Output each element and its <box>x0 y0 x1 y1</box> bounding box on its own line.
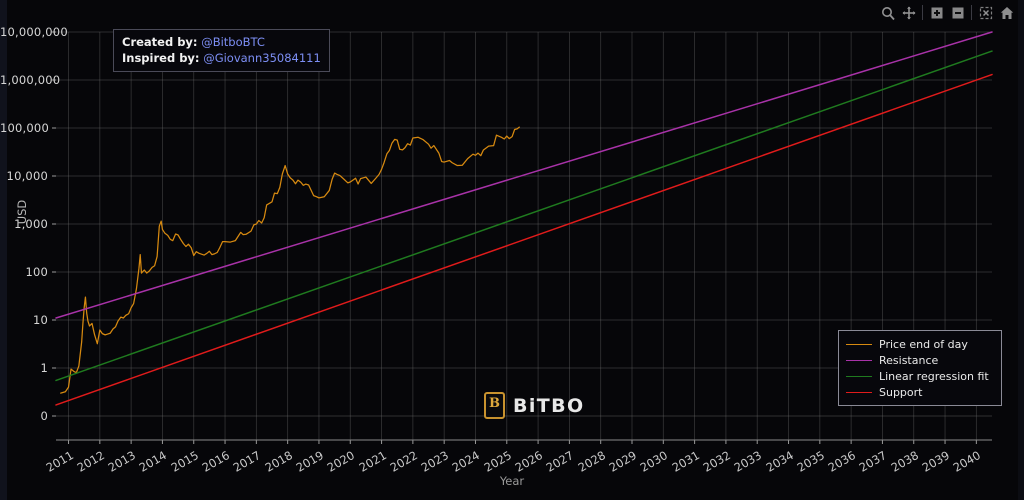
bitbo-watermark: BiTBO <box>484 392 585 419</box>
zoom-out-icon[interactable] <box>948 3 967 22</box>
legend-color-swatch <box>846 343 872 345</box>
credit-created-handle[interactable]: @BitboBTC <box>201 35 265 49</box>
y-tick-label: 1,000 <box>14 217 48 231</box>
legend-item[interactable]: Price end of day <box>846 336 994 352</box>
zoom-magnifier-icon[interactable] <box>878 3 897 22</box>
right-edge-strip <box>1018 0 1024 500</box>
left-edge-strip <box>0 0 7 500</box>
toolbar-separator <box>971 5 972 20</box>
x-axis-title: Year <box>499 474 525 488</box>
y-tick-label: 100 <box>25 265 48 279</box>
y-tick-label: 10,000,000 <box>0 25 68 39</box>
y-tick-label: 10,000 <box>6 169 48 183</box>
y-tick-label: 100,000 <box>0 121 49 135</box>
credit-inspired-row: Inspired by: @Giovann35084111 <box>122 50 321 66</box>
legend-color-swatch <box>846 375 872 377</box>
legend-label: Resistance <box>879 353 939 367</box>
data-series <box>55 31 993 406</box>
zoom-in-icon[interactable] <box>927 3 946 22</box>
legend-label: Price end of day <box>879 337 968 351</box>
y-tick-label: 1,000,000 <box>0 73 61 87</box>
bitbo-wordmark: BiTBO <box>513 394 585 417</box>
legend-item[interactable]: Support <box>846 384 994 400</box>
credit-inspired-handle[interactable]: @Giovann35084111 <box>203 51 321 65</box>
toolbar-separator <box>922 5 923 20</box>
legend-item[interactable]: Resistance <box>846 352 994 368</box>
legend-item[interactable]: Linear regression fit <box>846 368 994 384</box>
fullscreen-icon[interactable] <box>976 3 995 22</box>
axis-ticks <box>52 31 992 444</box>
credit-created-row: Created by: @BitboBTC <box>122 34 321 50</box>
legend-color-swatch <box>846 359 872 361</box>
chart-toolbar[interactable] <box>878 3 1016 22</box>
y-tick-label: 0 <box>40 409 48 423</box>
home-icon[interactable] <box>997 3 1016 22</box>
y-tick-label: 1 <box>40 361 48 375</box>
pan-move-icon[interactable] <box>899 3 918 22</box>
bitcoin-logo-icon <box>484 392 505 419</box>
legend-label: Support <box>879 385 923 399</box>
credit-inspired-label: Inspired by: <box>122 51 200 65</box>
credit-box: Created by: @BitboBTC Inspired by: @Giov… <box>113 29 330 72</box>
y-tick-label: 10 <box>32 313 48 327</box>
legend-label: Linear regression fit <box>879 369 989 383</box>
y-axis-title: USD <box>15 199 29 225</box>
legend-color-swatch <box>846 391 872 393</box>
grid-lines <box>56 31 992 440</box>
credit-created-label: Created by: <box>122 35 198 49</box>
chart-legend[interactable]: Price end of day Resistance Linear regress… <box>838 330 1002 406</box>
